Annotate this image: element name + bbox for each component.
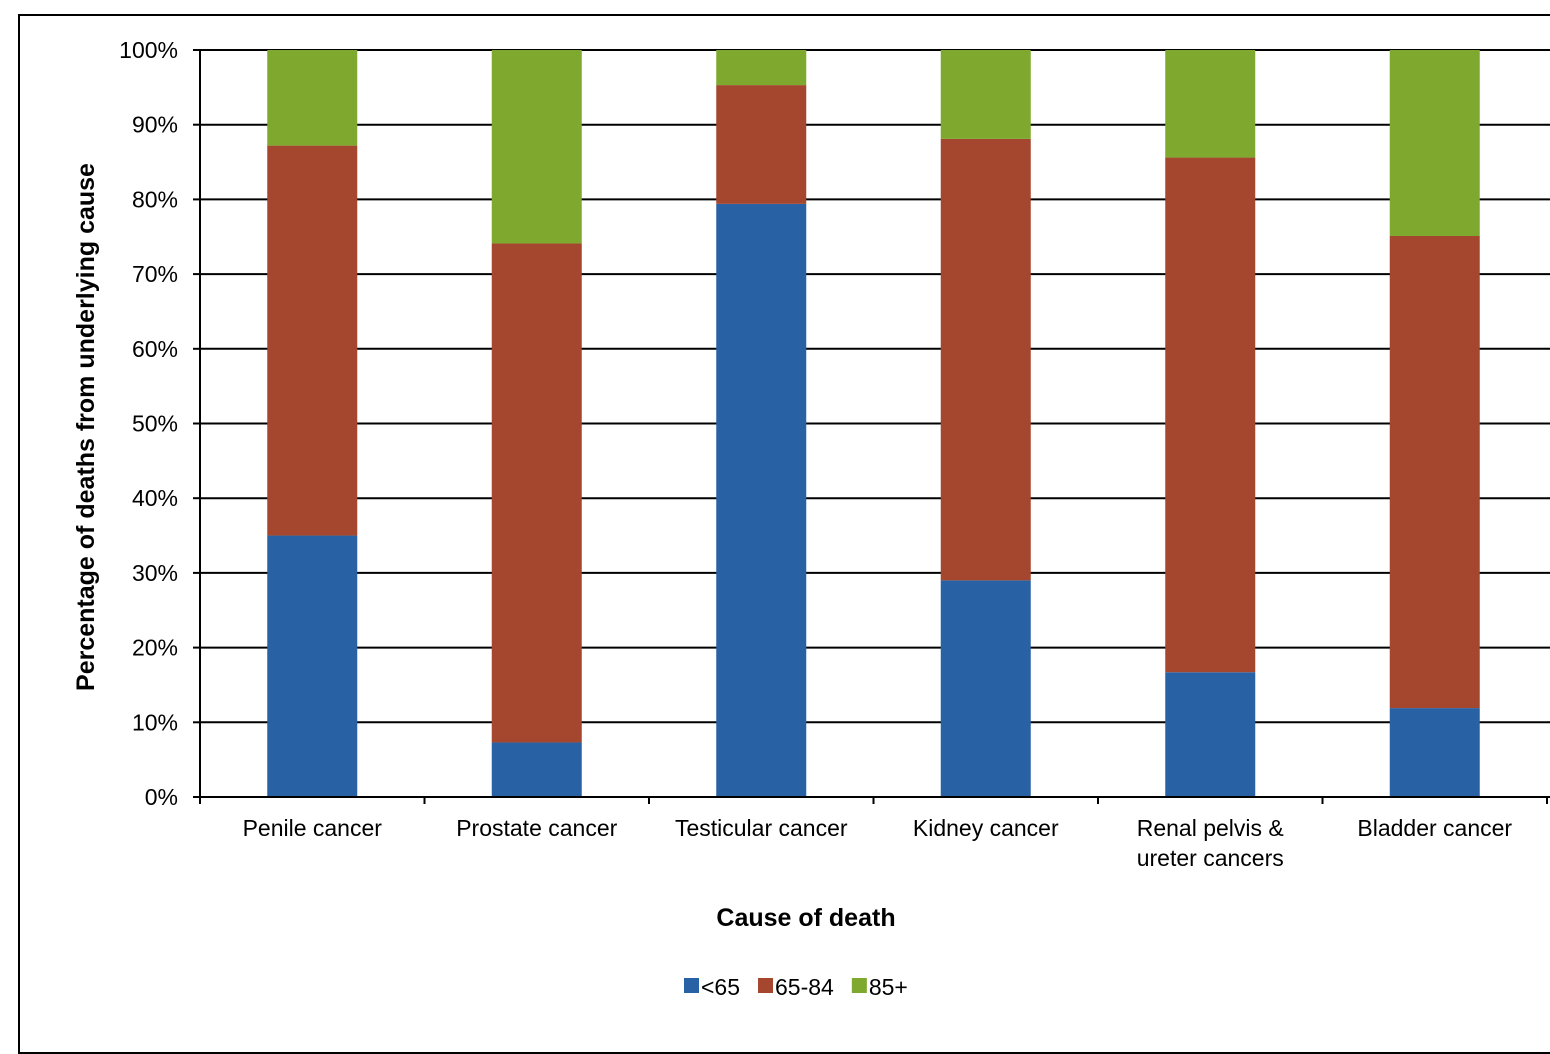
x-tick-label: Bladder cancer [1357,815,1512,841]
axes: 0% 10% 20% 30% 40% 50% 60% 70% 80% 90% 100% Penile … [119,37,1550,871]
y-tick-label: 30% [132,560,178,586]
bar-segment [1165,50,1256,158]
legend-label: 65-84 [775,974,834,1000]
legend-label: <65 [701,974,740,1000]
y-axis-title: Percentage of deaths from underlying cau… [72,163,100,691]
chart: 0% 10% 20% 30% 40% 50% 60% 70% 80% 90% 100% Penile … [72,37,1550,1000]
gridlines [200,49,1550,724]
bar-segment [1389,708,1480,797]
bar-segment [1165,672,1256,797]
y-tick-label: 60% [132,336,178,362]
legend-swatch [684,978,699,993]
bar-segment [491,50,582,244]
y-tick-label: 0% [145,784,178,810]
bar-segment [491,742,582,797]
y-tick-label: 20% [132,635,178,661]
bar-segment [267,50,358,146]
y-tick-label: 100% [119,37,178,63]
bars [267,50,1480,797]
legend: <65 65-84 85+ [684,974,908,1000]
y-tick-label: 70% [132,261,178,287]
bar-segment [1389,50,1480,237]
bar-segment [1165,157,1256,673]
bar-segment [940,50,1031,139]
y-tick-label: 80% [132,186,178,212]
legend-label: 85+ [869,974,908,1000]
bar-segment [1389,236,1480,709]
y-tick-label: 10% [132,709,178,735]
x-tick-label: ureter cancers [1137,845,1284,871]
legend-swatch [758,978,774,993]
bar-segment [491,243,582,743]
y-tick-label: 40% [132,485,178,511]
y-tick-label: 50% [132,411,178,437]
bar-segment [267,535,358,797]
bar-segment [940,580,1031,797]
x-axis-title: Cause of death [716,904,895,932]
legend-swatch [851,978,867,993]
x-tick-label: Renal pelvis & [1137,815,1284,841]
bar-segment [716,85,807,204]
x-tick-label: Prostate cancer [456,815,617,841]
bar-segment [940,138,1031,581]
y-tick-label: 90% [132,112,178,138]
bar-segment [716,50,807,86]
bar-segment [267,145,358,536]
x-tick-label: Penile cancer [243,815,383,841]
x-tick-label: Testicular cancer [675,815,848,841]
bar-segment [716,203,807,797]
x-tick-label: Kidney cancer [913,815,1059,841]
